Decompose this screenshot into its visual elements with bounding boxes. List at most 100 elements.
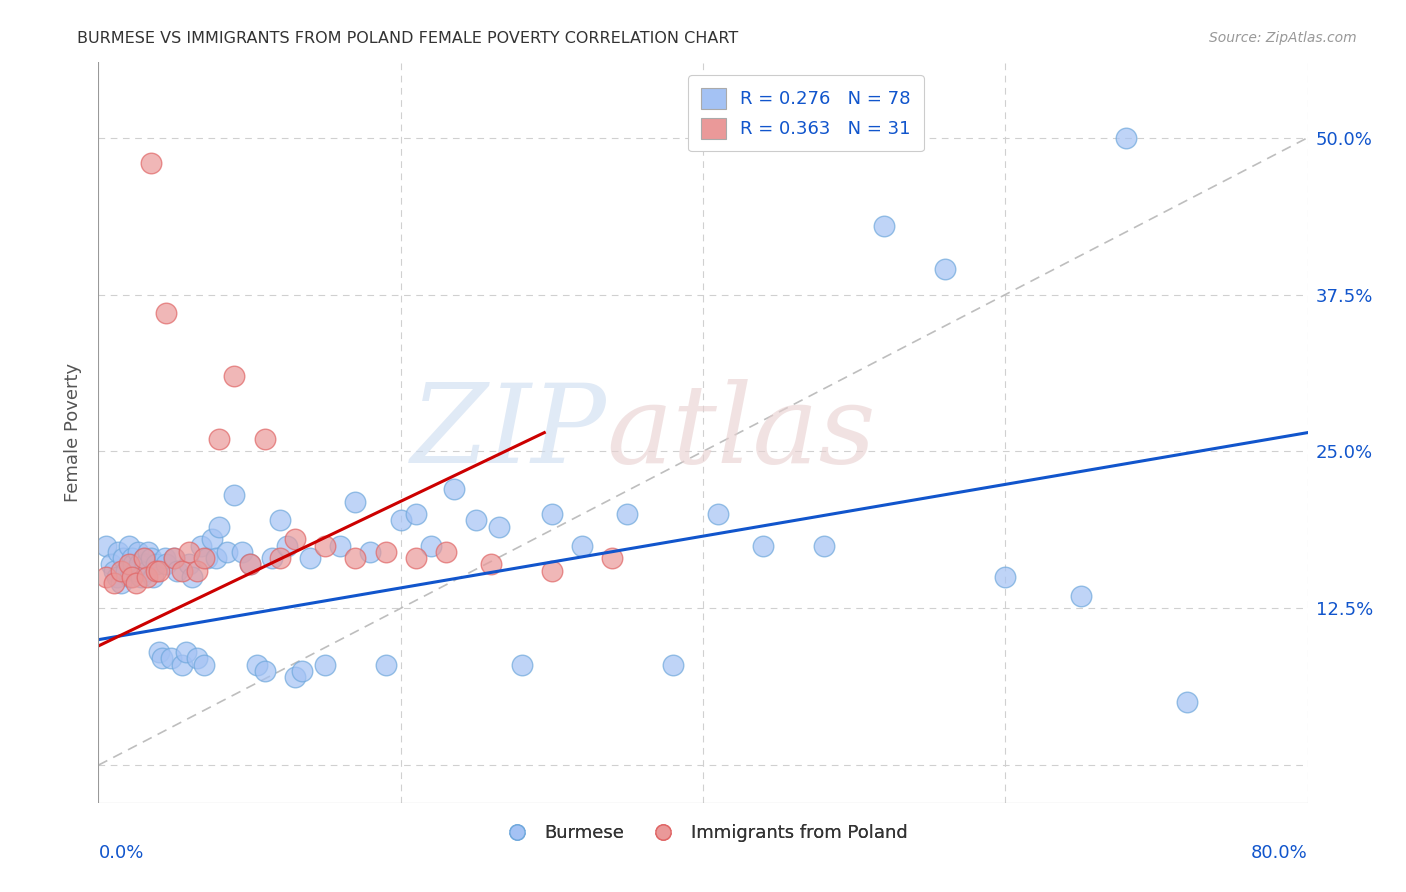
Point: [174, 645, 197, 659]
Point: [163, 551, 186, 566]
Point: [224, 488, 246, 502]
Point: [752, 539, 775, 553]
Point: [179, 558, 201, 572]
Point: [510, 657, 533, 672]
Point: [344, 551, 367, 566]
Point: [120, 570, 142, 584]
Point: [193, 657, 215, 672]
Point: [208, 520, 231, 534]
Point: [465, 513, 488, 527]
Point: [148, 645, 170, 659]
Point: [145, 558, 167, 572]
Point: [110, 564, 132, 578]
Text: BURMESE VS IMMIGRANTS FROM POLAND FEMALE POVERTY CORRELATION CHART: BURMESE VS IMMIGRANTS FROM POLAND FEMALE…: [77, 31, 738, 46]
Point: [125, 564, 148, 578]
Point: [269, 551, 291, 566]
Point: [132, 551, 155, 566]
Point: [201, 533, 224, 547]
Text: atlas: atlas: [606, 379, 876, 486]
Point: [160, 651, 183, 665]
Point: [616, 507, 638, 521]
Point: [103, 576, 125, 591]
Point: [253, 432, 276, 446]
Point: [291, 664, 314, 678]
Point: [299, 551, 322, 566]
Point: [155, 306, 177, 320]
Text: 80.0%: 80.0%: [1251, 845, 1308, 863]
Point: [111, 551, 134, 566]
Point: [132, 551, 155, 566]
Point: [224, 369, 246, 384]
Point: [190, 539, 212, 553]
Point: [179, 545, 201, 559]
Point: [127, 545, 149, 559]
Point: [276, 539, 298, 553]
Point: [135, 570, 157, 584]
Point: [136, 545, 159, 559]
Point: [205, 551, 228, 566]
Point: [434, 545, 457, 559]
Point: [114, 564, 136, 578]
Point: [122, 558, 145, 572]
Point: [481, 558, 503, 572]
Point: [420, 539, 443, 553]
Text: 0.0%: 0.0%: [98, 845, 143, 863]
Point: [105, 570, 128, 584]
Point: [150, 651, 173, 665]
Point: [121, 551, 143, 566]
Point: [181, 570, 204, 584]
Point: [360, 545, 382, 559]
Point: [1070, 589, 1092, 603]
Point: [284, 533, 307, 547]
Point: [163, 551, 186, 566]
Point: [389, 513, 412, 527]
Point: [873, 219, 896, 233]
Point: [145, 564, 167, 578]
Point: [540, 507, 562, 521]
Point: [707, 507, 730, 521]
Point: [118, 558, 141, 572]
Point: [128, 558, 150, 572]
Point: [239, 558, 262, 572]
Point: [94, 539, 117, 553]
Point: [153, 551, 176, 566]
Point: [155, 558, 177, 572]
Point: [239, 558, 262, 572]
Point: [94, 570, 117, 584]
Point: [170, 657, 193, 672]
Point: [166, 564, 188, 578]
Text: Source: ZipAtlas.com: Source: ZipAtlas.com: [1209, 31, 1357, 45]
Point: [100, 558, 122, 572]
Legend: Burmese, Immigrants from Poland: Burmese, Immigrants from Poland: [492, 817, 914, 849]
Point: [1115, 130, 1137, 145]
Point: [329, 539, 352, 553]
Point: [148, 564, 170, 578]
Point: [141, 551, 163, 566]
Point: [186, 564, 208, 578]
Point: [1175, 695, 1198, 709]
Point: [314, 657, 336, 672]
Point: [107, 545, 129, 559]
Point: [813, 539, 835, 553]
Point: [121, 570, 143, 584]
Point: [374, 657, 396, 672]
Point: [443, 482, 465, 496]
Point: [135, 564, 157, 578]
Point: [262, 551, 284, 566]
Point: [374, 545, 396, 559]
Point: [246, 657, 269, 672]
Point: [129, 570, 152, 584]
Point: [193, 551, 215, 566]
Y-axis label: Female Poverty: Female Poverty: [65, 363, 83, 502]
Point: [269, 513, 291, 527]
Point: [661, 657, 683, 672]
Point: [602, 551, 624, 566]
Point: [195, 551, 218, 566]
Point: [540, 564, 562, 578]
Point: [231, 545, 253, 559]
Point: [488, 520, 510, 534]
Point: [134, 558, 156, 572]
Point: [405, 507, 427, 521]
Point: [994, 570, 1017, 584]
Point: [571, 539, 593, 553]
